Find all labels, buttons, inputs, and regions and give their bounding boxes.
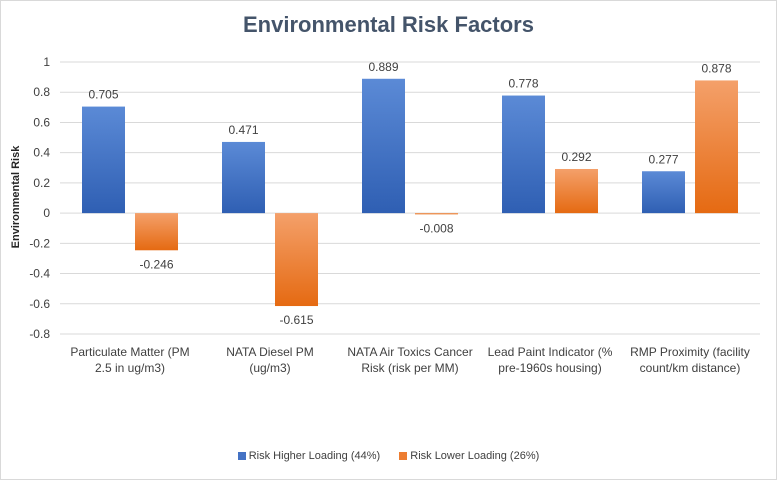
data-label: -0.615 xyxy=(279,313,313,327)
legend-swatch-higher xyxy=(237,452,246,461)
data-label: 0.277 xyxy=(648,152,678,166)
data-label: 0.878 xyxy=(701,61,731,75)
data-label: 0.778 xyxy=(508,77,538,91)
y-tick-label: 1 xyxy=(43,55,50,69)
bar-lower-loading xyxy=(275,213,318,307)
data-label: 0.292 xyxy=(561,150,591,164)
category-label: 2.5 in ug/m3) xyxy=(95,361,165,375)
category-labels: Particulate Matter (PM 2.5 in ug/m3) NATA … xyxy=(70,345,750,375)
y-tick-label: 0.2 xyxy=(33,176,50,190)
y-tick-label: 0.8 xyxy=(33,85,50,99)
category-label: RMP Proximity (facility xyxy=(630,345,750,359)
chart-title: Environmental Risk Factors xyxy=(243,12,534,37)
bars xyxy=(82,78,738,307)
bar-higher-loading xyxy=(502,95,545,214)
y-tick-label: 0.4 xyxy=(33,146,50,160)
data-label: -0.008 xyxy=(419,221,453,235)
y-tick-label: -0.6 xyxy=(29,297,50,311)
data-label: 0.705 xyxy=(88,88,118,102)
bar-lower-loading xyxy=(135,213,178,251)
category-label: Lead Paint Indicator (% xyxy=(488,345,613,359)
legend-item-lower: Risk Lower Loading (26%) xyxy=(399,450,539,462)
legend-item-higher: Risk Higher Loading (44%) xyxy=(237,450,381,462)
y-tick-label: -0.2 xyxy=(29,236,50,250)
data-label: 0.471 xyxy=(228,123,258,137)
legend: Risk Higher Loading (44%) Risk Lower Loa… xyxy=(0,450,777,462)
category-label: NATA Diesel PM xyxy=(226,345,314,359)
y-tick-label: 0.6 xyxy=(33,115,50,129)
category-label: count/km distance) xyxy=(640,361,741,375)
category-label: NATA Air Toxics Cancer xyxy=(347,345,472,359)
legend-swatch-lower xyxy=(399,452,408,461)
legend-label-lower: Risk Lower Loading (26%) xyxy=(410,450,540,462)
bar-lower-loading xyxy=(415,213,458,215)
bar-higher-loading xyxy=(642,171,685,214)
y-tick-labels: 1 0.8 0.6 0.4 0.2 0 -0.2 -0.4 -0.6 -0.8 xyxy=(29,55,50,341)
category-label: Particulate Matter (PM xyxy=(70,345,189,359)
data-label: 0.889 xyxy=(368,60,398,74)
bar-higher-loading xyxy=(362,78,405,214)
data-label: -0.246 xyxy=(139,257,173,271)
bar-lower-loading xyxy=(695,80,738,214)
y-tick-label: 0 xyxy=(43,206,50,220)
category-label: Risk (risk per MM) xyxy=(361,361,458,375)
category-label: (ug/m3) xyxy=(249,361,290,375)
bar-higher-loading xyxy=(222,141,265,214)
data-labels: 0.705 -0.246 0.471 -0.615 0.889 -0.008 0.778 0.… xyxy=(88,60,731,327)
bar-lower-loading xyxy=(555,168,598,214)
y-axis-label: Environmental Risk xyxy=(10,145,22,249)
y-tick-label: -0.4 xyxy=(29,267,50,281)
bar-higher-loading xyxy=(82,106,125,214)
y-tick-label: -0.8 xyxy=(29,327,50,341)
legend-label-higher: Risk Higher Loading (44%) xyxy=(248,450,381,462)
category-label: pre-1960s housing) xyxy=(498,361,601,375)
